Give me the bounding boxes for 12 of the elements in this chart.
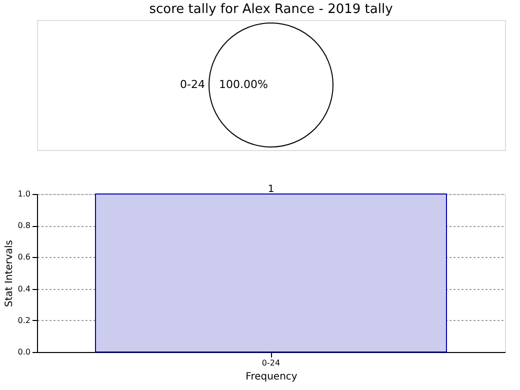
y-tick-label: 1.0 [18, 190, 30, 198]
y-tick-label: 0.0 [18, 348, 30, 356]
data-label: 1 [268, 184, 274, 195]
data-label: 100.00% [219, 78, 268, 91]
slice-label: 0-24 [180, 78, 205, 91]
x-axis-title: Frequency [246, 372, 298, 382]
y-tick-label: 0.8 [18, 221, 30, 230]
y-tick-label: 0.6 [18, 252, 30, 262]
y-axis-title: Stat Intervals [4, 240, 15, 308]
chart-title: score tally for Alex Rance - 2019 tally [149, 2, 394, 17]
y-tick-label: 0.4 [18, 284, 30, 294]
y-tick-label: 0.2 [18, 316, 30, 325]
